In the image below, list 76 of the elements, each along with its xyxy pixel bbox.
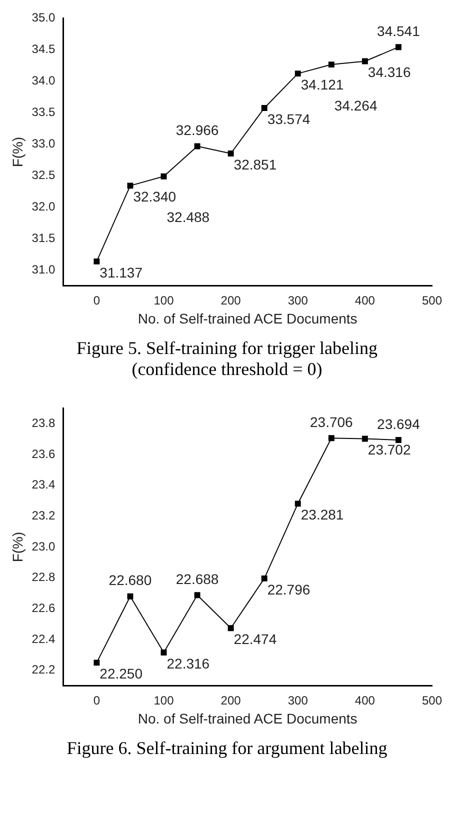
y-axis-title: F(%) — [9, 136, 26, 168]
x-tick-label: 100 — [154, 693, 174, 708]
data-label: 22.474 — [234, 630, 277, 647]
y-tick-label: 33.0 — [32, 136, 56, 150]
x-tick-label: 400 — [354, 693, 376, 708]
point — [328, 62, 334, 68]
x-tick-label: 300 — [288, 693, 308, 708]
y-tick-label: 22.8 — [32, 570, 56, 584]
data-label: 22.680 — [108, 572, 152, 588]
point — [294, 500, 301, 507]
x-tick-label: 500 — [422, 693, 442, 708]
point — [395, 44, 402, 50]
y-tick-label: 23.2 — [32, 508, 56, 522]
point — [328, 435, 334, 442]
point — [362, 58, 368, 64]
data-label: 22.316 — [166, 655, 210, 672]
x-tick-label: 200 — [220, 693, 242, 708]
y-tick-label: 32.5 — [32, 168, 56, 182]
data-label: 32.340 — [133, 188, 176, 205]
data-label: 23.281 — [300, 506, 344, 523]
point — [294, 70, 301, 77]
point — [127, 182, 134, 189]
data-label: 34.264 — [334, 97, 378, 114]
data-label: 23.706 — [310, 414, 354, 430]
point — [395, 436, 402, 443]
data-label: 32.966 — [176, 122, 219, 138]
y-tick-label: 31.5 — [32, 230, 56, 245]
y-tick-label: 23.0 — [32, 539, 56, 554]
point — [261, 575, 268, 582]
data-label: 22.688 — [176, 570, 219, 587]
data-label: 33.574 — [267, 110, 310, 127]
point — [160, 173, 167, 180]
y-tick-label: 31.0 — [32, 262, 56, 276]
y-tick-label: 23.4 — [32, 478, 56, 492]
y-tick-label: 33.5 — [32, 104, 56, 119]
y-tick-label: 23.8 — [32, 416, 56, 430]
y-axis-title: F(%) — [9, 532, 26, 562]
point — [127, 593, 134, 600]
x-tick-label: 300 — [288, 293, 308, 308]
data-label: 22.796 — [267, 581, 310, 598]
y-tick-label: 22.6 — [32, 601, 56, 615]
point — [94, 258, 100, 264]
point — [194, 143, 200, 150]
x-tick-label: 0 — [93, 293, 100, 308]
text: Figure 5. Self-training for trigger labeling (confidence threshold = 0) — [76, 338, 378, 380]
data-label: 23.694 — [377, 416, 420, 432]
data-label: 34.121 — [300, 76, 344, 92]
data-label: 22.250 — [100, 666, 143, 682]
data-label: 23.702 — [368, 442, 411, 458]
x-tick-label: 400 — [354, 293, 376, 308]
data-label: 34.541 — [377, 22, 420, 39]
x-tick-label: 500 — [422, 293, 442, 308]
y-tick-label: 32.0 — [32, 199, 56, 214]
y-tick-label: 22.4 — [32, 632, 56, 646]
x-axis-title: No. of Self-trained ACE Documents — [138, 310, 358, 326]
x-axis-title: No. of Self-trained ACE Documents — [138, 710, 358, 726]
data-label: 32.851 — [234, 156, 277, 172]
point — [194, 592, 200, 598]
x-tick-label: 200 — [220, 293, 242, 308]
point — [261, 105, 268, 111]
y-tick-label: 35.0 — [32, 10, 56, 25]
data-label: 34.316 — [368, 64, 411, 80]
y-tick-label: 34.5 — [32, 42, 56, 56]
point — [228, 625, 234, 632]
data-label: 32.488 — [166, 209, 210, 226]
text: Figure 6. Self-training for argument labeling — [66, 738, 388, 759]
point — [228, 150, 234, 156]
point — [362, 436, 368, 442]
x-tick-label: 0 — [93, 693, 100, 708]
point — [94, 660, 100, 666]
y-tick-label: 34.0 — [32, 73, 56, 88]
y-tick-label: 23.6 — [32, 446, 56, 461]
data-label: 31.137 — [100, 264, 143, 280]
point — [160, 650, 167, 656]
y-tick-label: 22.2 — [32, 662, 56, 677]
x-tick-label: 100 — [154, 293, 174, 308]
